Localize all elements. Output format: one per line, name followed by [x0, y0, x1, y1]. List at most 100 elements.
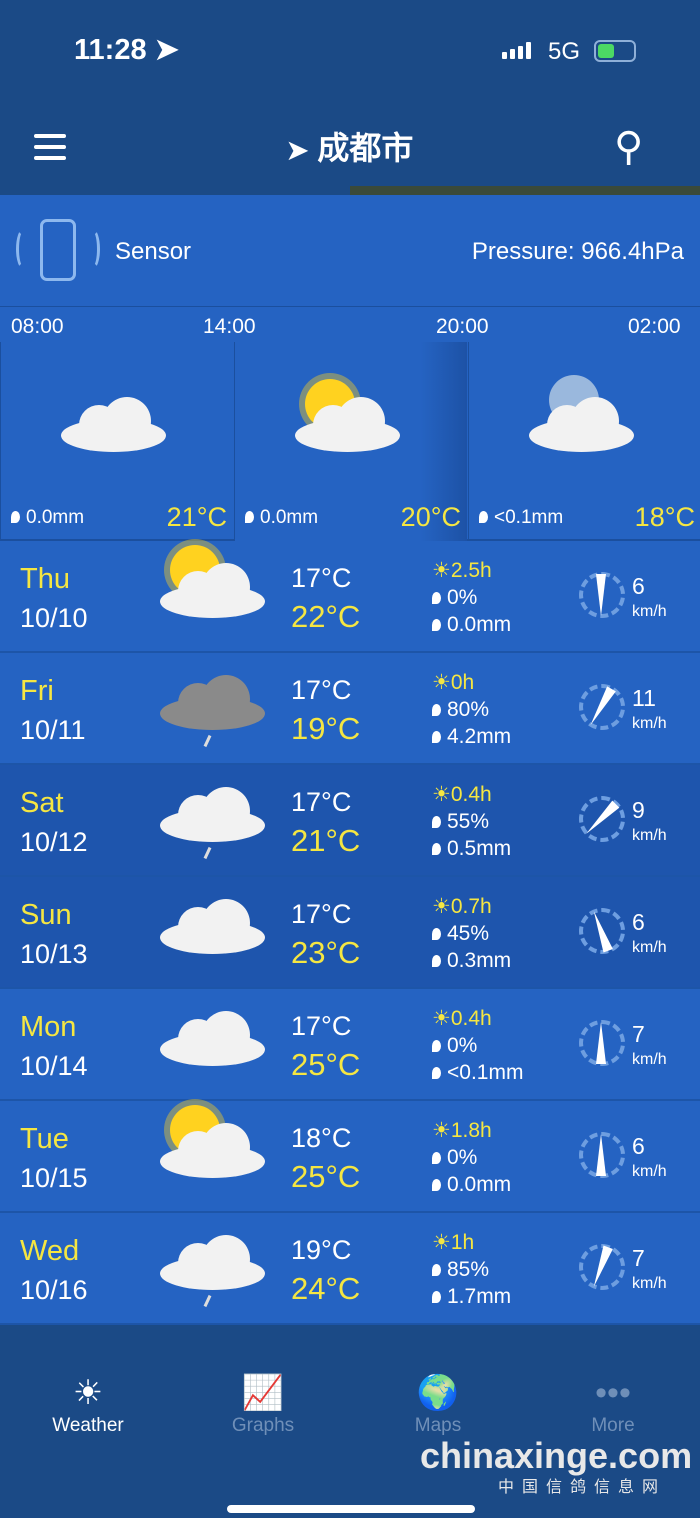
wind-speed: 6 [632, 909, 645, 935]
sun-icon: ☀ [432, 1007, 451, 1030]
rain-amount: 4.2mm [447, 725, 512, 748]
rain-amount: 0.0mm [447, 613, 512, 636]
sensor-label: Sensor [115, 238, 192, 265]
temp-max: 19°C [291, 711, 361, 746]
cloudy-icon [61, 397, 166, 452]
wind-speed: 6 [632, 573, 645, 599]
rain-amount: 0.3mm [447, 949, 512, 972]
more-icon: ••• [595, 1374, 631, 1412]
sunshine-hours: 0.4h [450, 1007, 492, 1030]
sunshine-hours: 0h [450, 671, 475, 694]
rain-probability: 0% [447, 586, 478, 609]
wind-arrow-icon [596, 1134, 606, 1176]
weather-icon: ☀ [72, 1374, 104, 1412]
drop-icon [432, 731, 441, 743]
day-row[interactable]: Thu 10/10 17°C 22°C ☀2.5h 0% 0.0mm 6 km/h [0, 541, 700, 653]
drop-icon [432, 1040, 441, 1052]
day-date: 10/16 [20, 1275, 88, 1305]
city-name: 成都市 [317, 130, 414, 166]
tab-more[interactable]: ••• More [543, 1371, 683, 1437]
status-bar: 11:28 ➤ 5G [0, 0, 700, 100]
day-row[interactable]: Fri 10/11 17°C 19°C ☀0h 80% 4.2mm 11 km/h [0, 653, 700, 765]
wind-compass-icon [579, 1020, 625, 1066]
hour-temp: 20°C [400, 501, 461, 532]
cloudy-icon [160, 1011, 265, 1066]
sunshine-hours: 1.8h [450, 1119, 492, 1142]
location-title[interactable]: ➤ 成都市 [200, 130, 500, 167]
temp-min: 17°C [291, 563, 352, 593]
wind-unit: km/h [632, 827, 667, 844]
temp-max: 25°C [291, 1159, 361, 1194]
temp-max: 25°C [291, 1047, 361, 1082]
day-name: Mon [20, 1011, 77, 1043]
home-indicator[interactable] [227, 1505, 475, 1513]
sun-icon: ☀ [432, 1231, 451, 1254]
day-name: Wed [20, 1235, 80, 1267]
day-row[interactable]: Tue 10/15 18°C 25°C ☀1.8h 0% 0.0mm 6 km/h [0, 1101, 700, 1213]
rain-probability: 0% [447, 1146, 478, 1169]
rain-amount: 0.0mm [447, 1173, 512, 1196]
rain-probability: 80% [447, 698, 490, 721]
watermark: chinaxinge.com [420, 1435, 693, 1476]
day-name: Thu [20, 563, 70, 595]
partly-sunny-icon [295, 379, 400, 452]
hour-forecast-column[interactable]: <0.1mm 18°C [468, 342, 700, 541]
day-details: ☀0.7h 45% 0.3mm [432, 893, 511, 974]
sun-icon: ☀ [432, 1119, 451, 1142]
day-date: 10/11 [20, 715, 86, 745]
drop-icon [432, 1067, 441, 1079]
wind-compass-icon [579, 684, 625, 730]
day-row[interactable]: Sun 10/13 17°C 23°C ☀0.7h 45% 0.3mm 6 km/h [0, 877, 700, 989]
sunshine-hours: 0.7h [450, 895, 492, 918]
menu-icon[interactable] [34, 134, 66, 167]
wind-arrow-icon [589, 1245, 613, 1289]
sunshine-hours: 1h [450, 1231, 475, 1254]
search-favorite-icon[interactable]: ⚲ [614, 125, 644, 169]
wind-speed: 7 [632, 1245, 645, 1271]
day-name: Fri [20, 675, 54, 707]
precip-text: <0.1mm [494, 507, 564, 529]
sun-icon: ☀ [432, 895, 451, 918]
sunshine-hours: 2.5h [450, 559, 492, 582]
temp-max: 23°C [291, 935, 361, 970]
hour-label: 08:00 [11, 315, 64, 338]
hour-forecast-column[interactable]: 0.0mm 20°C [234, 342, 467, 541]
nav-bar: ➤ 成都市 ⚲ [0, 110, 700, 185]
sensor-panel[interactable]: Sensor Pressure: 966.4hPa [0, 195, 700, 307]
tab-maps[interactable]: 🌍 Maps [368, 1371, 508, 1437]
rain-probability: 45% [447, 922, 490, 945]
day-row[interactable]: Sat 10/12 17°C 21°C ☀0.4h 55% 0.5mm 9 km/h [0, 765, 700, 877]
temp-min: 17°C [291, 1011, 352, 1041]
tab-graphs[interactable]: 📈 Graphs [193, 1371, 333, 1437]
precip-amount: <0.1mm [479, 507, 563, 529]
wind-unit: km/h [632, 603, 667, 620]
hour-temp: 18°C [634, 501, 695, 532]
day-name: Sun [20, 899, 72, 931]
day-row[interactable]: Wed 10/16 19°C 24°C ☀1h 85% 1.7mm 7 km/h [0, 1213, 700, 1325]
wind-speed: 9 [632, 797, 645, 823]
drop-icon [432, 619, 441, 631]
hour-label: 20:00 [436, 315, 489, 338]
signal-icon [502, 42, 531, 59]
hour-forecast-column[interactable]: 0.0mm 21°C [0, 342, 233, 541]
sunshine-hours: 0.4h [450, 783, 492, 806]
hourly-forecast[interactable]: 08:00 14:00 20:00 02:00 0.0mm 21°C 0.0mm 20… [0, 307, 700, 541]
night-cloudy-icon [529, 375, 634, 452]
temp-min: 17°C [291, 899, 352, 929]
day-details: ☀1.8h 0% 0.0mm [432, 1117, 511, 1198]
temp-min: 17°C [291, 675, 352, 705]
wind-unit: km/h [632, 1275, 667, 1292]
drop-icon [479, 511, 488, 524]
tab-weather[interactable]: ☀ Weather [18, 1371, 158, 1437]
tab-bar: ☀ Weather 📈 Graphs 🌍 Maps ••• More [0, 1363, 700, 1518]
globe-icon: 🌍 [416, 1374, 460, 1412]
temp-max: 21°C [291, 823, 361, 858]
wind-arrow-icon [596, 574, 606, 616]
temp-max: 24°C [291, 1271, 361, 1306]
drop-icon [432, 816, 441, 828]
clock: 11:28 ➤ [74, 34, 179, 67]
day-row[interactable]: Mon 10/14 17°C 25°C ☀0.4h 0% <0.1mm 7 km/h [0, 989, 700, 1101]
day-date: 10/14 [20, 1051, 88, 1081]
tab-label: More [591, 1415, 635, 1436]
wind-compass-icon [579, 908, 625, 954]
